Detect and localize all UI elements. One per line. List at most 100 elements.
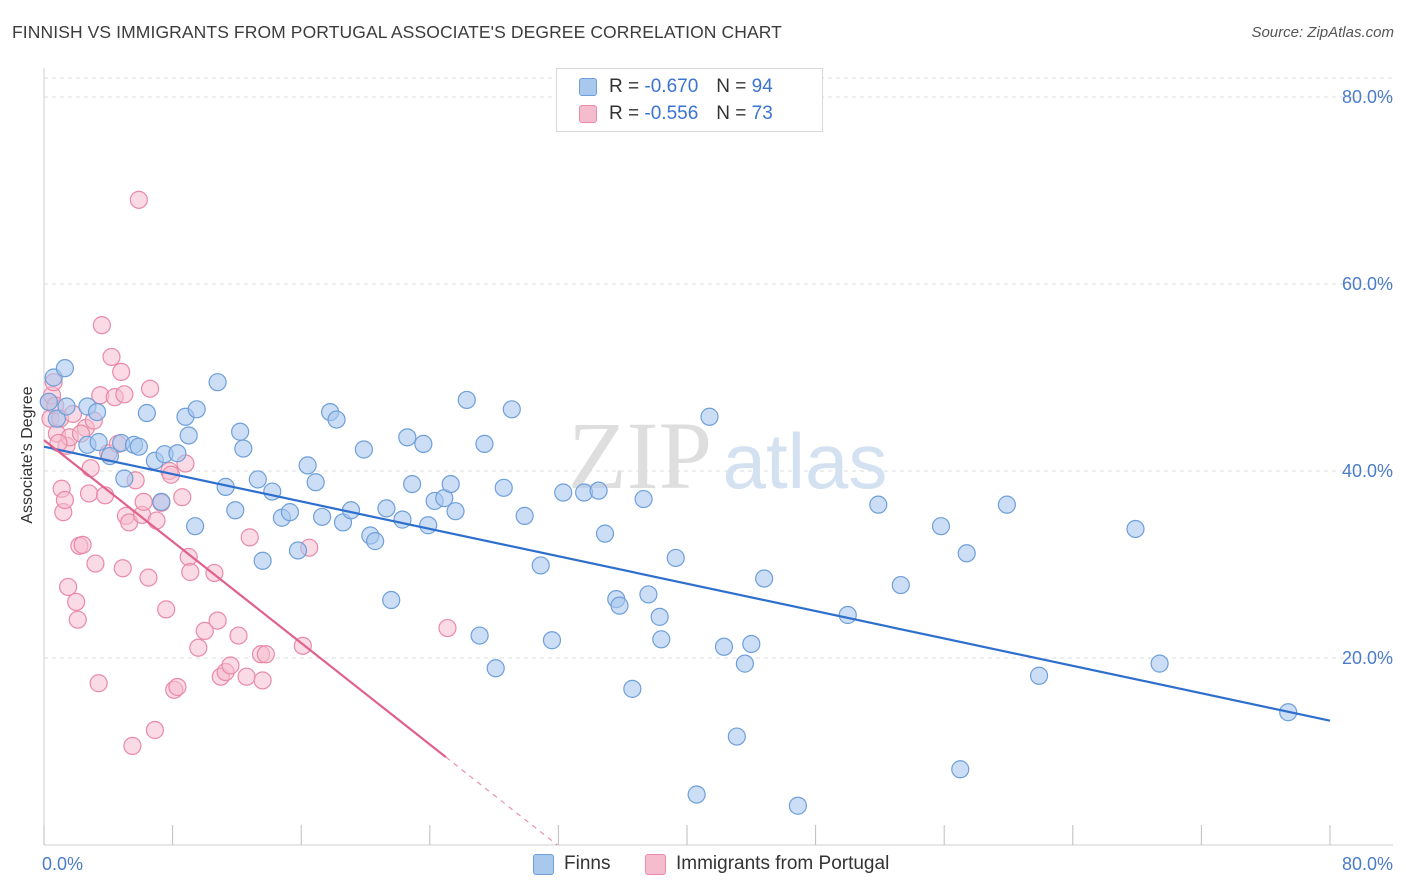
portugal-point [129,190,148,209]
finns-point [891,575,910,595]
watermark: ZIP atlas [568,402,887,509]
finns-point [298,456,317,475]
portugal-trend-line [43,439,447,758]
bottom-legend-portugal: Immigrants from Portugal [645,852,889,876]
portugal-point [195,621,214,640]
series-finns-points [39,359,1298,815]
finns-point [714,637,734,656]
watermark-atlas: atlas [723,417,888,505]
finns-point [869,495,888,514]
portugal-point [189,638,208,657]
finns-point [595,524,615,543]
finns-point [735,654,754,673]
axes [43,68,1393,846]
bottom-legend-finns: Finns [533,852,610,876]
legend-finns-n: 94 [751,76,773,97]
finns-point [687,785,706,804]
finns-point [727,727,746,746]
portugal-point [179,547,198,567]
portugal-point [253,671,272,690]
portugal-point [68,610,87,629]
finns-point [253,551,272,570]
portugal-point [145,720,165,740]
finns-point [623,679,642,698]
finns-point [129,437,148,456]
finns-point [47,409,66,428]
finns-point [951,760,970,779]
finns-point [248,470,267,489]
portugal-point [102,347,121,367]
grid-lines [44,77,1393,659]
chart-title: FINNISH VS IMMIGRANTS FROM PORTUGAL ASSO… [12,22,782,42]
finns-point [788,796,808,815]
finns-point [589,481,608,500]
portugal-point [240,528,259,547]
finns-point [55,359,74,378]
finns-point [542,631,562,650]
finns-point [354,440,373,459]
portugal-trend-extension [445,756,558,846]
portugal-point [229,626,248,645]
finns-point [652,630,671,649]
stats-legend: R = -0.670 N = 94 R = -0.556 N = 73 [556,68,823,132]
finns-point [187,400,206,419]
portugal-point [168,677,187,697]
finns-point [838,605,857,625]
finns-point [502,400,521,419]
finns-point [470,626,489,645]
legend-portugal-r: -0.556 [644,103,699,124]
portugal-point [67,592,86,612]
legend-n-label: N = [716,103,747,124]
finns-swatch [579,78,597,96]
finns-point [457,390,476,410]
portugal-point [157,600,176,619]
legend-r-label: R = [609,103,640,124]
legend-finns-r: -0.670 [644,76,699,97]
portugal-point [113,559,132,578]
finns-point [700,407,719,426]
legend-portugal-n: 73 [751,103,773,124]
finns-point [666,548,685,568]
finns-point [39,392,58,411]
y-tick-labels: 20.0% 40.0% 60.0% 80.0% [1342,87,1393,668]
finns-point [179,426,198,445]
trend-lines [43,439,1331,846]
x-tick-label: 80.0% [1342,854,1393,874]
finns-point [419,516,438,535]
finns-point [486,659,505,678]
y-tick-label: 40.0% [1342,461,1393,481]
portugal-point [147,511,166,530]
portugal-legend-label: Immigrants from Portugal [676,853,890,874]
finns-point [312,507,332,526]
finns-legend-swatch [533,853,554,875]
finns-trend-line [43,445,1331,722]
x-tick-labels: 0.0% 80.0% [42,854,1393,874]
legend-row-finns: R = -0.670 N = 94 [579,76,773,98]
finns-point [554,483,573,502]
finns-point [610,596,629,615]
finns-point [957,544,976,563]
finns-point [57,397,76,416]
finns-point [226,501,245,520]
portugal-point [173,488,192,507]
finns-point [168,444,187,463]
portugal-point [256,645,275,664]
portugal-point [112,362,131,381]
portugal-point [221,656,240,675]
finns-point [306,473,325,492]
finns-point [475,434,494,453]
legend-row-portugal: R = -0.556 N = 73 [579,103,773,125]
finns-point [115,469,134,488]
finns-point [1029,666,1049,685]
finns-point [634,489,653,509]
finns-point [137,403,156,423]
finns-legend-label: Finns [564,853,611,874]
finns-point [515,506,534,525]
portugal-legend-swatch [645,853,666,875]
series-portugal-points [39,190,457,755]
finns-point [931,517,951,536]
finns-point [327,410,346,429]
finns-point [650,607,669,626]
finns-point [414,434,433,453]
